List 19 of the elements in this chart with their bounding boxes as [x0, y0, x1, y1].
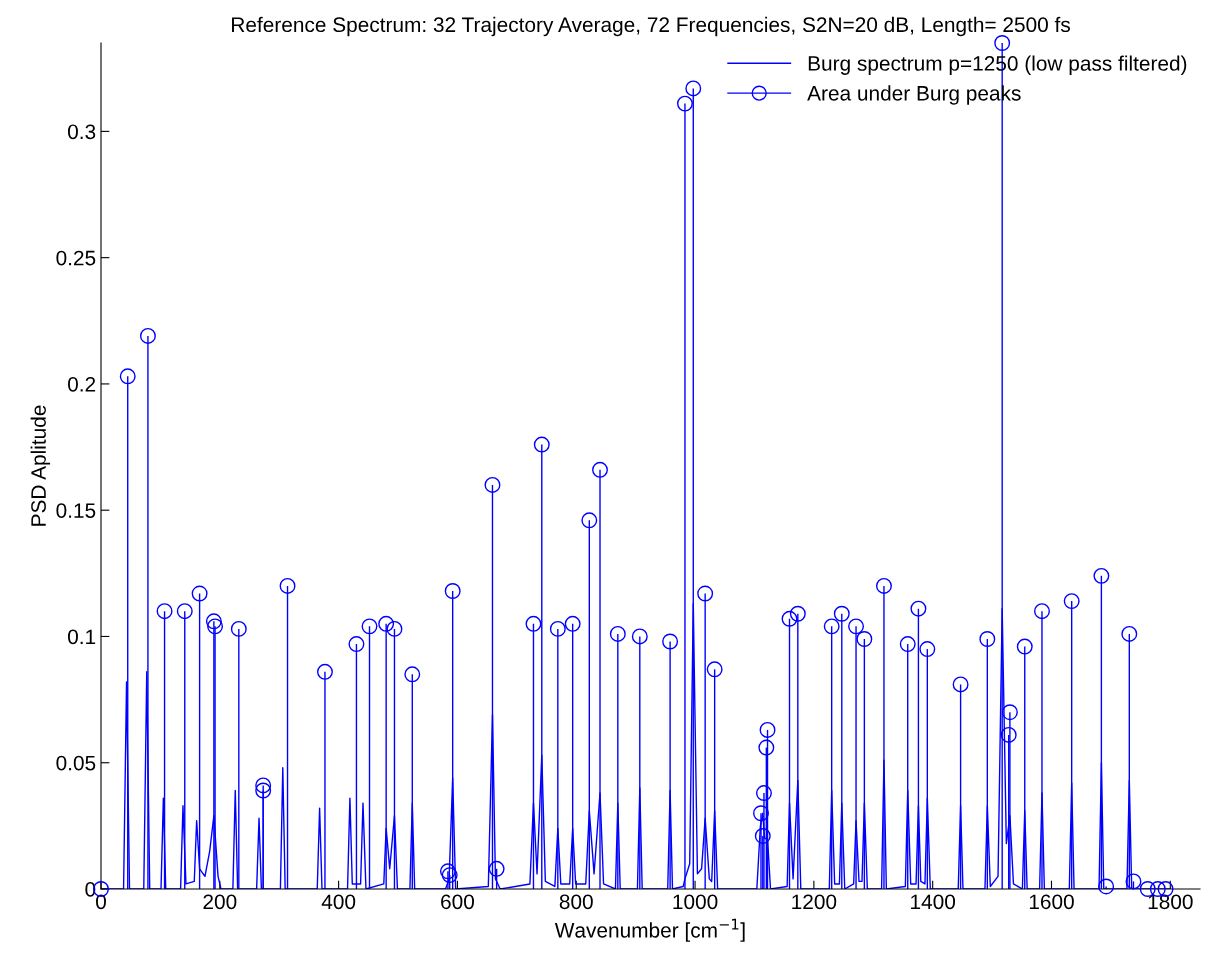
y-tick-label: 0.2 — [67, 376, 96, 392]
x-tick-label: 800 — [559, 894, 593, 910]
x-tick-label: 200 — [203, 894, 237, 910]
x-tick-label: 0 — [96, 894, 106, 910]
y-tick-label: 0.25 — [56, 250, 96, 266]
y-tick-label: 0.3 — [67, 124, 96, 140]
x-tick-label: 1200 — [792, 894, 837, 910]
x-axis-title: Wavenumber [cm$^{−1}$] — [554, 918, 745, 942]
y-tick-label: 0.1 — [67, 629, 96, 645]
x-tick-label: 1400 — [911, 894, 956, 910]
y-axis-title: PSD Aplitude — [30, 405, 51, 526]
x-tick-label: 400 — [321, 894, 356, 910]
x-tick-label: 600 — [441, 894, 474, 910]
x-tick-label: 1000 — [673, 894, 718, 910]
chart-title: Reference Spectrum: 32 Trajectory Average, 72 Frequencies, S2N=20 dB, Length= 2500 fs — [232, 16, 1070, 37]
y-tick-label: 0.15 — [56, 503, 96, 518]
y-tick-label: 0.05 — [56, 755, 96, 771]
x-tick-label: 1800 — [1148, 894, 1193, 910]
x-tick-label: 1600 — [1029, 894, 1074, 910]
